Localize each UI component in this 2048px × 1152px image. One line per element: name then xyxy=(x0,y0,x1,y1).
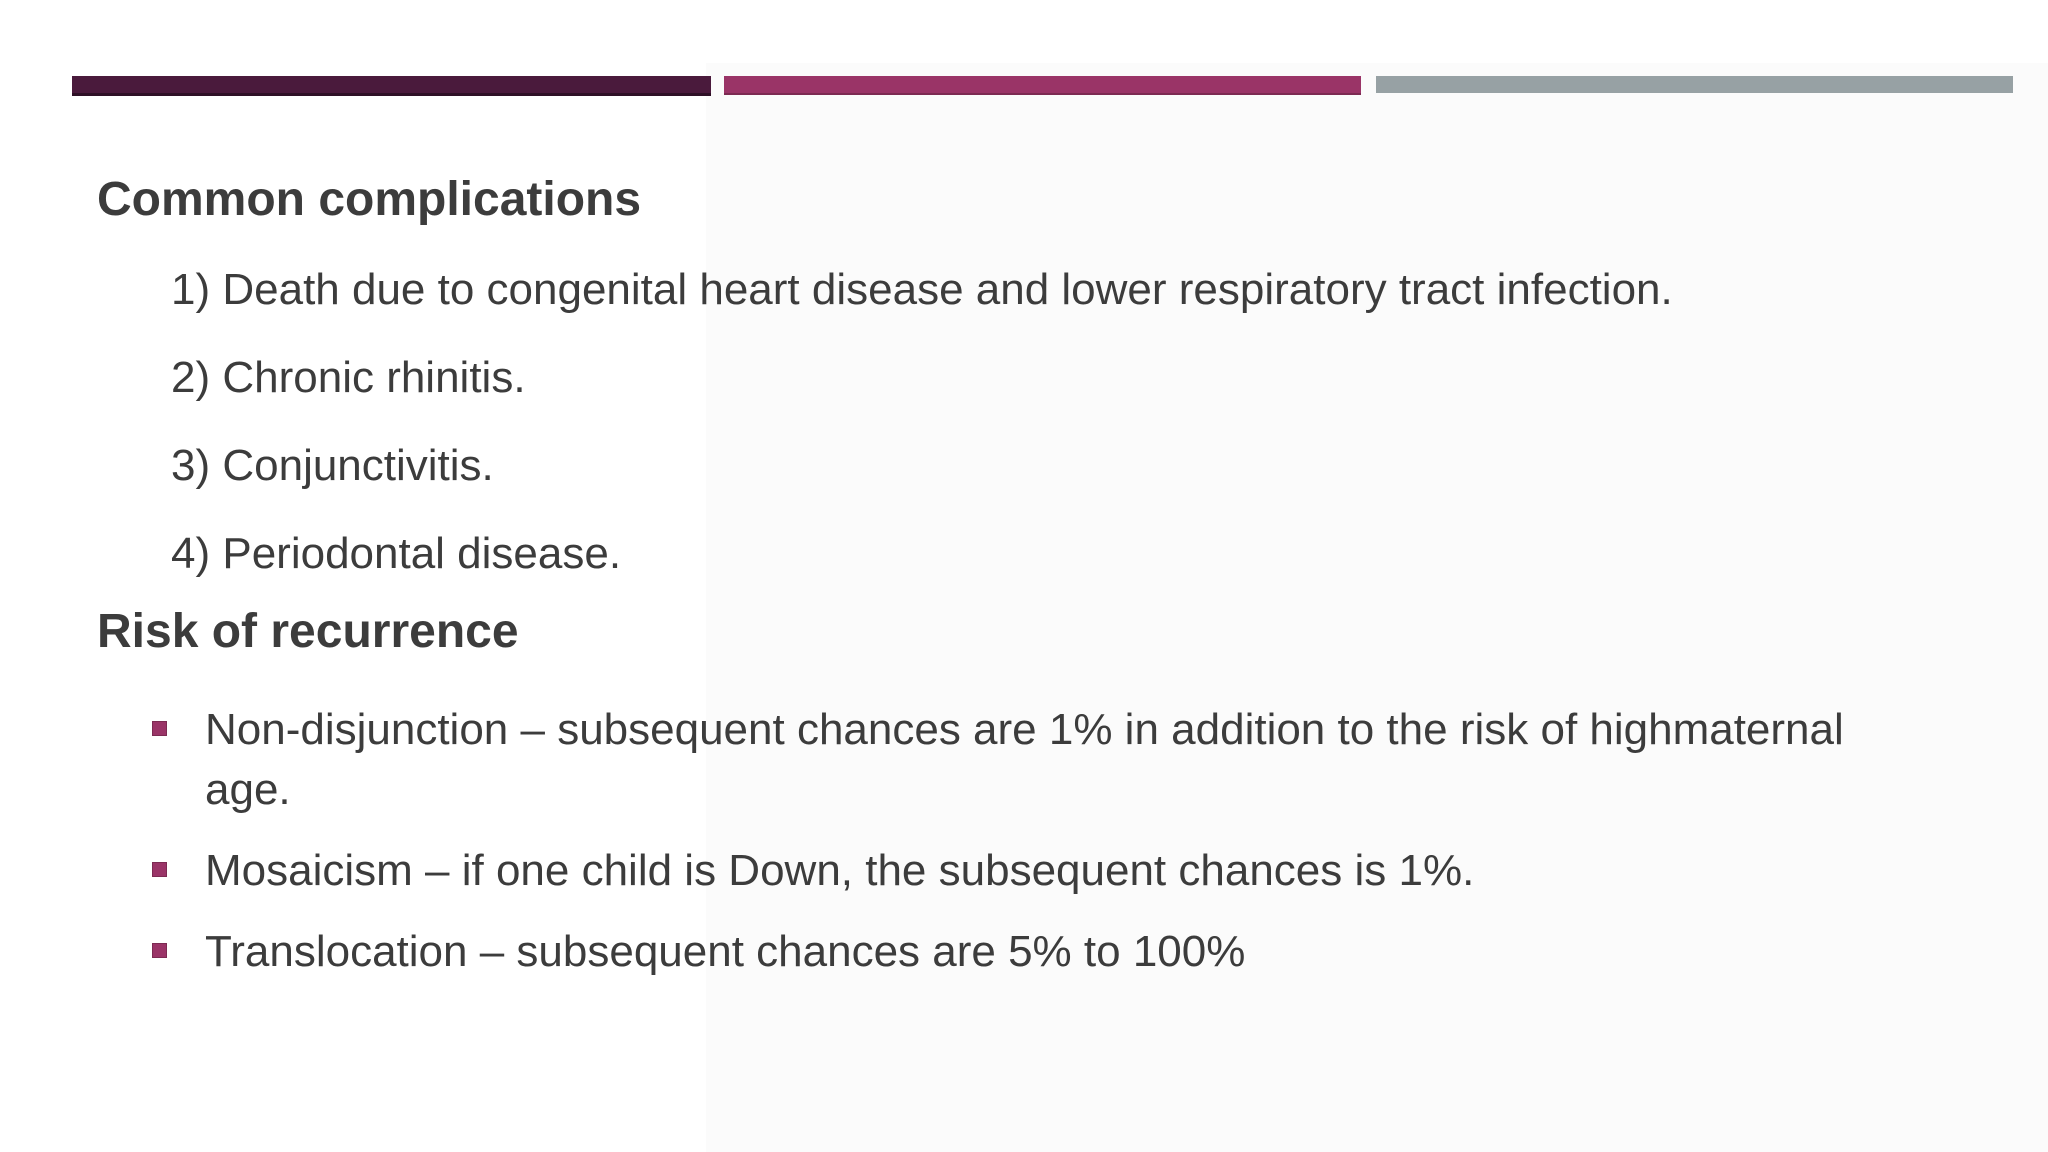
bullet-text: Mosaicism – if one child is Down, the su… xyxy=(205,841,1474,901)
list-item: Non-disjunction – subsequent chances are… xyxy=(152,700,2012,820)
bullet-line: Translocation – subsequent chances are 5… xyxy=(205,927,1246,976)
list-item: 4) Periodontal disease. xyxy=(171,529,622,578)
accent-bar-dark-plum xyxy=(72,76,711,93)
square-bullet-icon xyxy=(152,721,167,736)
complications-numbered-list: 1) Death due to congenital heart disease… xyxy=(171,246,2041,598)
list-item: 1) Death due to congenital heart disease… xyxy=(171,265,1673,314)
heading-common-complications: Common complications xyxy=(97,173,642,226)
bullet-line: Mosaicism – if one child is Down, the su… xyxy=(205,846,1475,895)
square-bullet-icon xyxy=(152,862,167,877)
accent-bar-magenta xyxy=(724,76,1361,93)
bullet-line: Non-disjunction – subsequent chances are… xyxy=(205,705,1844,754)
list-item: 3) Conjunctivitis. xyxy=(171,441,494,490)
bullet-text: Translocation – subsequent chances are 5… xyxy=(205,922,1245,982)
heading-risk-of-recurrence: Risk of recurrence xyxy=(97,605,519,658)
list-item: Mosaicism – if one child is Down, the su… xyxy=(152,841,2012,901)
background-shade xyxy=(706,63,2048,1152)
recurrence-bullet-list: Non-disjunction – subsequent chances are… xyxy=(152,700,2012,1003)
square-bullet-icon xyxy=(152,943,167,958)
bullet-text: Non-disjunction – subsequent chances are… xyxy=(205,700,1844,820)
list-item: 2) Chronic rhinitis. xyxy=(171,353,526,402)
bullet-line: age. xyxy=(205,765,291,814)
list-item: Translocation – subsequent chances are 5… xyxy=(152,922,2012,982)
accent-bar-gray xyxy=(1376,76,2013,93)
